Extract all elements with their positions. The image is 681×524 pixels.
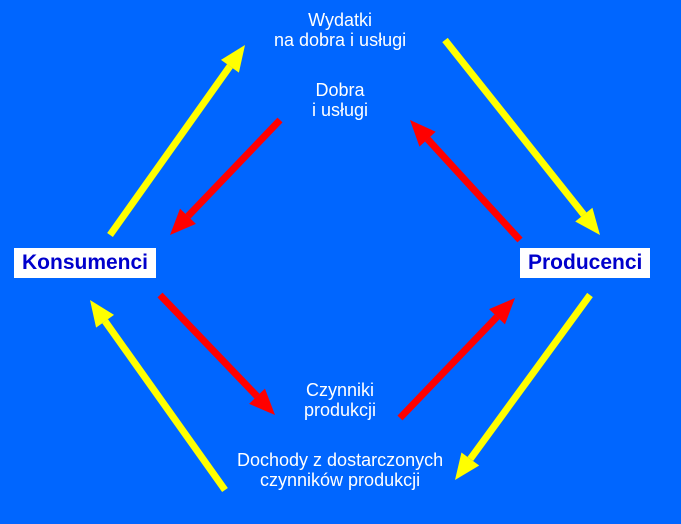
circular-flow-diagram: Konsumenci Producenci Wydatki na dobra i… (0, 0, 681, 524)
node-producers: Producenci (520, 248, 650, 278)
label-goods-services: Dobra i usługi (312, 80, 368, 121)
label-factor-income: Dochody z dostarczonych czynników produk… (237, 450, 443, 491)
node-producers-label: Producenci (528, 251, 642, 274)
label-factors: Czynniki produkcji (304, 380, 376, 421)
node-consumers-label: Konsumenci (22, 251, 148, 274)
node-consumers: Konsumenci (14, 248, 156, 278)
label-expenditures: Wydatki na dobra i usługi (274, 10, 406, 51)
